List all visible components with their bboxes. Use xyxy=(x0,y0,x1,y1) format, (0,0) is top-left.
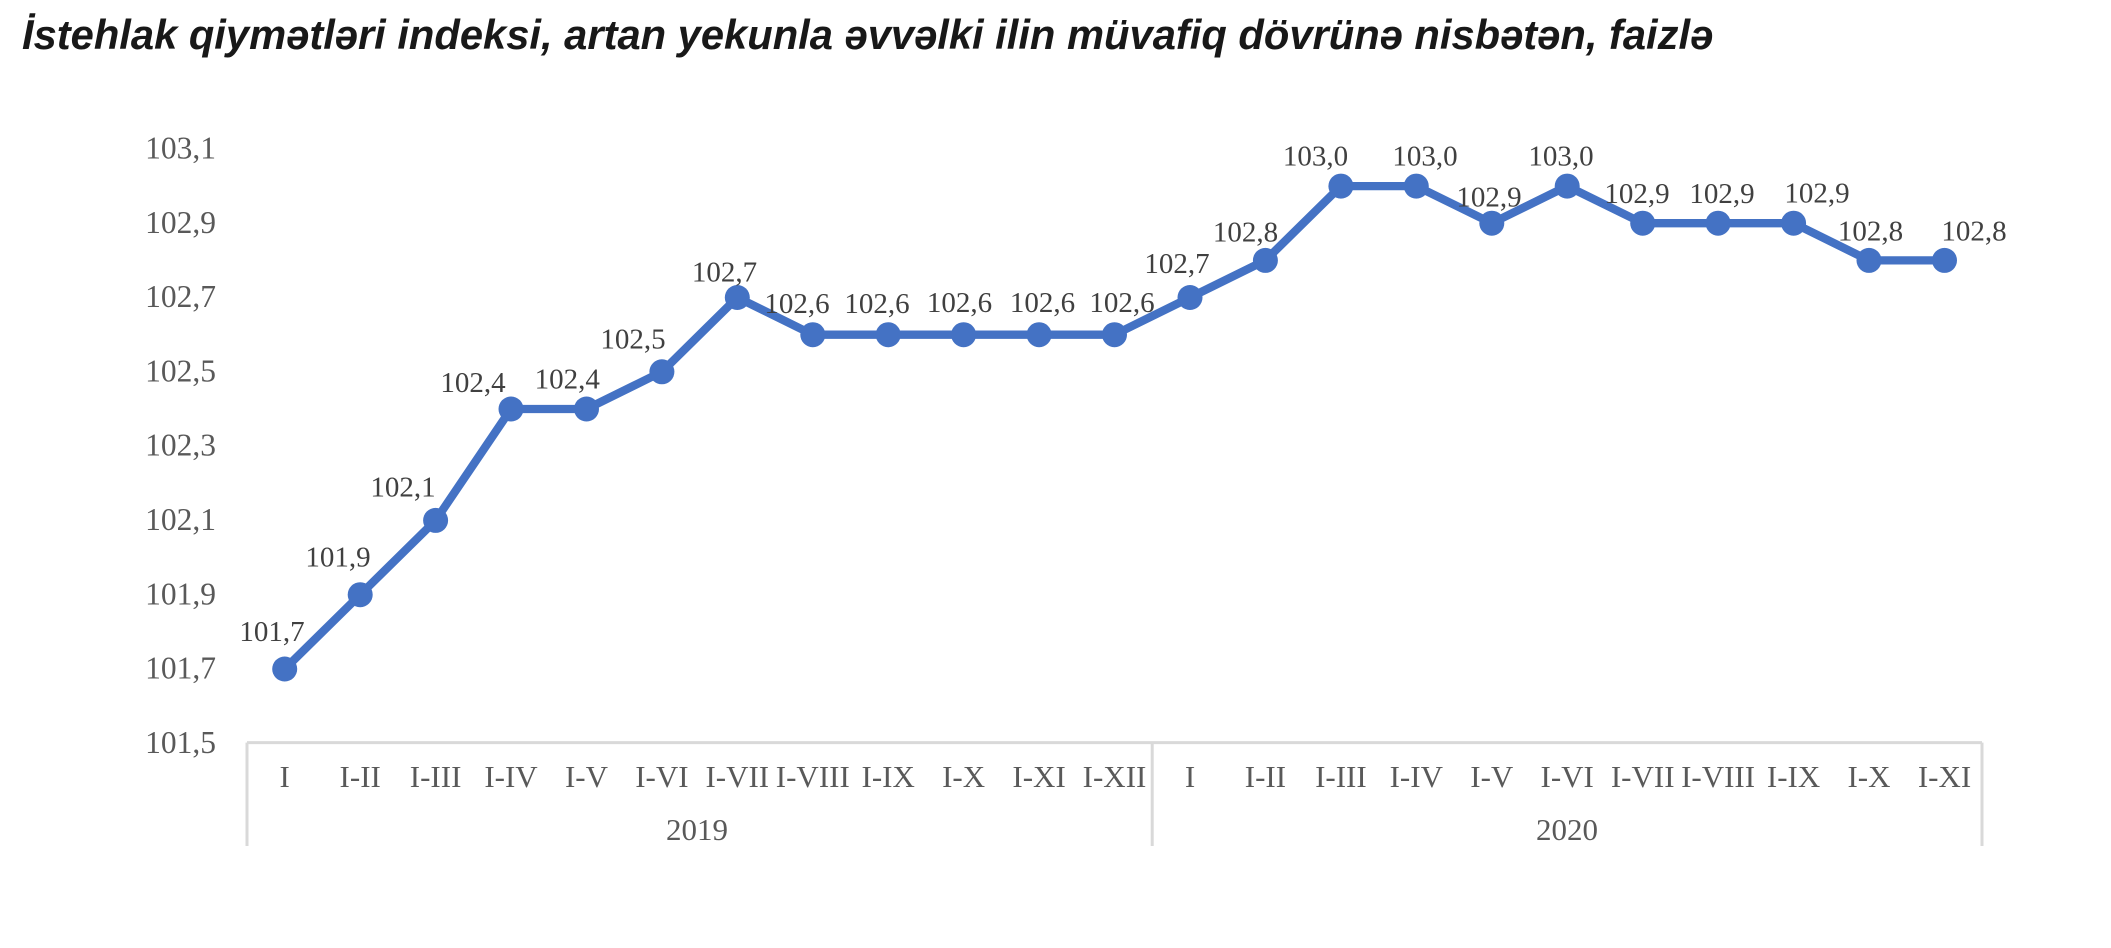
svg-text:I-IX: I-IX xyxy=(1767,759,1820,794)
svg-text:I-XII: I-XII xyxy=(1083,759,1147,794)
svg-text:I: I xyxy=(1185,759,1195,794)
svg-text:I-V: I-V xyxy=(565,759,609,794)
svg-text:102,7: 102,7 xyxy=(1144,248,1209,280)
svg-text:I-IV: I-IV xyxy=(1390,759,1444,794)
svg-text:I-V: I-V xyxy=(1470,759,1514,794)
svg-text:102,9: 102,9 xyxy=(1784,178,1849,210)
svg-text:102,6: 102,6 xyxy=(1010,287,1075,319)
svg-text:I-XI: I-XI xyxy=(1012,759,1065,794)
svg-text:I-VII: I-VII xyxy=(1611,759,1675,794)
svg-text:102,5: 102,5 xyxy=(600,324,665,356)
svg-text:101,9: 101,9 xyxy=(145,576,216,611)
svg-text:I-III: I-III xyxy=(1315,759,1367,794)
svg-text:102,4: 102,4 xyxy=(440,367,506,399)
svg-text:I-VII: I-VII xyxy=(705,759,769,794)
svg-text:2019: 2019 xyxy=(666,812,728,847)
svg-text:102,8: 102,8 xyxy=(1213,217,1278,249)
svg-text:I-XI: I-XI xyxy=(1918,759,1971,794)
svg-text:102,5: 102,5 xyxy=(145,353,216,388)
svg-text:102,6: 102,6 xyxy=(844,288,909,320)
svg-text:I-VIII: I-VIII xyxy=(1681,759,1755,794)
svg-text:103,0: 103,0 xyxy=(1528,141,1593,173)
svg-text:102,7: 102,7 xyxy=(145,279,216,314)
svg-text:102,8: 102,8 xyxy=(1838,216,1903,248)
svg-text:I: I xyxy=(280,759,290,794)
svg-text:102,4: 102,4 xyxy=(535,364,601,396)
svg-text:102,8: 102,8 xyxy=(1941,216,2006,248)
svg-text:102,7: 102,7 xyxy=(692,257,757,289)
svg-text:102,3: 102,3 xyxy=(145,428,216,463)
svg-text:103,0: 103,0 xyxy=(1283,141,1348,173)
svg-text:I-VIII: I-VIII xyxy=(776,759,850,794)
svg-text:2020: 2020 xyxy=(1536,812,1598,847)
svg-text:102,6: 102,6 xyxy=(927,287,992,319)
svg-text:102,9: 102,9 xyxy=(145,205,216,240)
svg-text:I-VI: I-VI xyxy=(1541,759,1594,794)
svg-text:102,1: 102,1 xyxy=(370,472,435,504)
svg-text:I-III: I-III xyxy=(410,759,462,794)
svg-text:101,7: 101,7 xyxy=(239,616,304,648)
svg-text:101,7: 101,7 xyxy=(145,651,216,686)
svg-text:102,9: 102,9 xyxy=(1689,178,1754,210)
svg-text:I-X: I-X xyxy=(942,759,985,794)
svg-text:102,6: 102,6 xyxy=(1089,287,1154,319)
svg-text:I-VI: I-VI xyxy=(635,759,688,794)
svg-text:103,0: 103,0 xyxy=(1392,141,1457,173)
svg-text:I-II: I-II xyxy=(1245,759,1286,794)
svg-text:102,6: 102,6 xyxy=(764,288,829,320)
svg-text:I-IV: I-IV xyxy=(484,759,538,794)
svg-text:I-X: I-X xyxy=(1847,759,1890,794)
svg-text:I-II: I-II xyxy=(340,759,381,794)
svg-text:103,1: 103,1 xyxy=(145,131,216,166)
svg-text:I-IX: I-IX xyxy=(862,759,915,794)
svg-text:102,9: 102,9 xyxy=(1456,182,1521,214)
svg-text:102,1: 102,1 xyxy=(145,502,216,537)
svg-text:101,5: 101,5 xyxy=(145,725,216,760)
svg-text:101,9: 101,9 xyxy=(305,542,370,574)
svg-text:102,9: 102,9 xyxy=(1604,178,1669,210)
